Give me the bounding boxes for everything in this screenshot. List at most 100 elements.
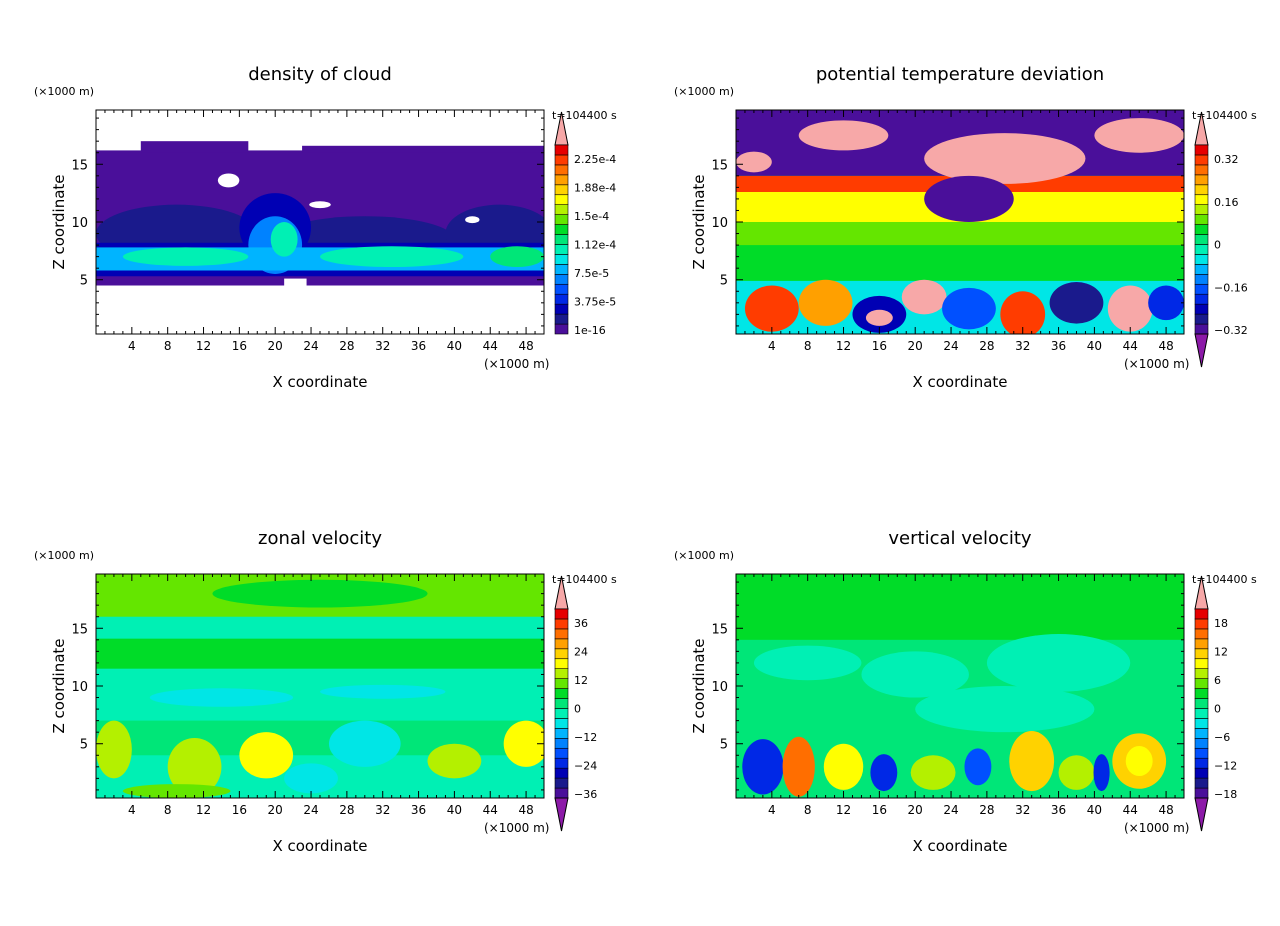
chart-title: vertical velocity — [888, 528, 1032, 549]
y-tick-label: 5 — [80, 738, 88, 753]
colorbar-band — [554, 293, 569, 305]
contour-region — [742, 739, 784, 795]
colorbar-band — [1194, 728, 1209, 739]
contour-region — [167, 737, 222, 796]
x-tick-label: 16 — [872, 803, 887, 817]
chart-title: potential temperature deviation — [816, 64, 1104, 85]
contour-region — [798, 279, 853, 326]
x-tick-label: 28 — [339, 803, 354, 817]
colorbar-band — [554, 303, 569, 315]
x-tick-label: 40 — [447, 339, 462, 353]
colorbar-band — [554, 747, 569, 759]
x-tick-label: 16 — [232, 339, 247, 353]
colorbar-band — [1194, 323, 1209, 335]
colorbar-label: −12 — [1214, 760, 1237, 773]
y-tick-label: 5 — [720, 738, 728, 753]
colorbar-band — [1194, 608, 1209, 620]
colorbar-label: 0 — [574, 703, 581, 716]
contour-region — [284, 278, 307, 289]
x-tick-label: 48 — [1158, 803, 1173, 817]
colorbar-band — [1194, 274, 1209, 285]
contour-region — [986, 634, 1131, 692]
x-tick-label: 36 — [1051, 803, 1066, 817]
colorbar-band — [554, 708, 569, 719]
contour-region — [865, 309, 893, 326]
colorbar-band — [1194, 738, 1209, 749]
colorbar-label: 0.32 — [1214, 153, 1239, 166]
colorbar-label: −18 — [1214, 788, 1237, 801]
contour-region — [861, 651, 969, 698]
y-tick-label: 10 — [711, 216, 728, 231]
colorbar-label: −24 — [574, 760, 597, 773]
colorbar-band — [554, 204, 569, 215]
x-tick-label: 48 — [518, 803, 533, 817]
chart-panel-4: vertical velocity (×1000 m) t=104400 s (×10… — [674, 528, 1257, 855]
x-tick-label: 8 — [804, 339, 812, 353]
x-tick-label: 8 — [164, 339, 172, 353]
colorbar-label: −0.32 — [1214, 324, 1248, 337]
contour-field — [736, 110, 1184, 334]
colorbar: 0.32 0.16 0 −0.16 −0.32 — [1194, 111, 1248, 368]
colorbar-label: 7.5e-5 — [574, 267, 609, 280]
contour-region — [924, 133, 1086, 184]
colorbar-band — [554, 648, 569, 660]
x-tick-label: 28 — [339, 339, 354, 353]
colorbar-band — [1194, 194, 1209, 205]
colorbar-band — [1194, 184, 1209, 196]
x-tick-label: 32 — [1015, 803, 1030, 817]
x-axis-unit: (×1000 m) — [484, 357, 549, 371]
contour-region — [217, 173, 240, 188]
chart-title: zonal velocity — [258, 528, 382, 549]
contour-region — [320, 684, 446, 699]
time-label: t=104400 s — [552, 573, 617, 586]
x-tick-label: 4 — [128, 803, 136, 817]
colorbar-band — [554, 234, 569, 245]
colorbar-band — [1194, 668, 1209, 679]
colorbar-label: 1e-16 — [574, 324, 606, 337]
colorbar-band — [554, 638, 569, 650]
contour-region — [753, 645, 862, 681]
y-tick-label: 15 — [71, 622, 88, 637]
colorbar-band — [554, 728, 569, 739]
colorbar-band — [554, 313, 569, 325]
contour-region — [328, 720, 401, 767]
contour-region — [140, 141, 249, 153]
x-tick-label: 48 — [518, 339, 533, 353]
y-tick-label: 15 — [711, 158, 728, 173]
colorbar-band — [1194, 718, 1209, 729]
x-tick-label: 40 — [1087, 803, 1102, 817]
contour-region — [798, 120, 889, 151]
y-axis-unit: (×1000 m) — [674, 85, 734, 98]
x-tick-label: 44 — [483, 339, 498, 353]
x-tick-label: 8 — [804, 803, 812, 817]
colorbar-band — [554, 668, 569, 679]
colorbar-band — [554, 244, 569, 255]
y-tick-label: 15 — [71, 158, 88, 173]
x-tick-label: 28 — [979, 803, 994, 817]
contour-region — [736, 151, 772, 173]
y-tick-label: 5 — [80, 274, 88, 289]
x-tick-label: 8 — [164, 803, 172, 817]
colorbar-band — [554, 224, 569, 235]
x-tick-label: 16 — [232, 803, 247, 817]
chart-panel-3: zonal velocity (×1000 m) t=104400 s (×1000 … — [34, 528, 617, 855]
x-axis-label: X coordinate — [272, 373, 367, 391]
y-axis-label: Z coordinate — [50, 638, 68, 733]
contour-region — [870, 754, 898, 792]
colorbar-band — [1194, 648, 1209, 660]
colorbar-band — [1194, 174, 1209, 186]
x-axis-label: X coordinate — [912, 837, 1007, 855]
contour-region — [1000, 291, 1046, 334]
x-tick-label: 44 — [1123, 339, 1138, 353]
chart-panel-2: potential temperature deviation (×1000 m)… — [674, 64, 1257, 391]
contour-region — [239, 732, 294, 779]
y-axis-unit: (×1000 m) — [674, 549, 734, 562]
contour-region — [910, 755, 956, 790]
contour-region — [270, 222, 298, 257]
y-axis-unit: (×1000 m) — [34, 549, 94, 562]
colorbar-band — [1194, 658, 1209, 669]
x-tick-label: 12 — [196, 339, 211, 353]
time-label: t=104400 s — [1192, 109, 1257, 122]
colorbar-band — [1194, 204, 1209, 215]
